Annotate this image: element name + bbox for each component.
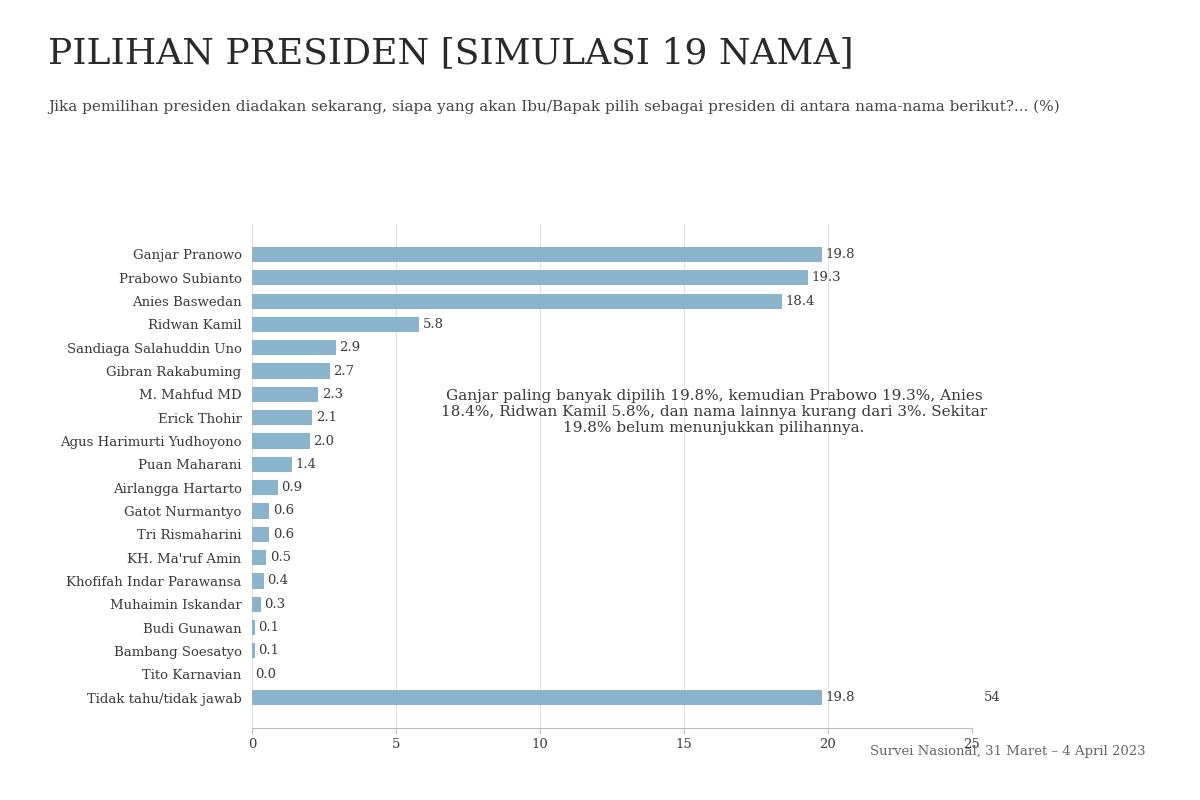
Text: 2.7: 2.7 <box>334 365 354 378</box>
Text: Ganjar paling banyak dipilih 19.8%, kemudian Prabowo 19.3%, Anies
18.4%, Ridwan : Ganjar paling banyak dipilih 19.8%, kemu… <box>440 389 988 435</box>
Text: 18.4: 18.4 <box>785 294 815 308</box>
Bar <box>252 457 293 472</box>
Bar <box>252 294 782 309</box>
Bar <box>252 340 336 355</box>
Text: Jika pemilihan presiden diadakan sekarang, siapa yang akan Ibu/Bapak pilih sebag: Jika pemilihan presiden diadakan sekaran… <box>48 100 1060 114</box>
Bar <box>252 363 330 378</box>
Text: 0.6: 0.6 <box>272 505 294 518</box>
Text: 5.8: 5.8 <box>422 318 444 331</box>
Text: Survei Nasional, 31 Maret – 4 April 2023: Survei Nasional, 31 Maret – 4 April 2023 <box>870 746 1146 758</box>
Bar <box>252 434 310 449</box>
Text: 0.9: 0.9 <box>281 481 302 494</box>
Text: 2.0: 2.0 <box>313 434 334 447</box>
Text: 0.1: 0.1 <box>258 621 280 634</box>
Bar <box>252 597 260 612</box>
Bar <box>252 270 808 286</box>
Bar <box>252 574 264 589</box>
Bar <box>252 526 269 542</box>
Text: 0.3: 0.3 <box>264 598 286 610</box>
Text: 54: 54 <box>984 691 1001 704</box>
Bar <box>252 247 822 262</box>
Text: 0.4: 0.4 <box>266 574 288 587</box>
Text: 2.1: 2.1 <box>316 411 337 424</box>
Bar <box>252 550 266 565</box>
Text: 2.3: 2.3 <box>322 388 343 401</box>
Text: 0.0: 0.0 <box>256 668 276 681</box>
Text: 19.8: 19.8 <box>826 248 856 261</box>
Bar <box>252 620 254 635</box>
Bar <box>252 317 419 332</box>
Text: 0.1: 0.1 <box>258 644 280 658</box>
Bar <box>252 480 278 495</box>
Text: PILIHAN PRESIDEN [SIMULASI 19 NAMA]: PILIHAN PRESIDEN [SIMULASI 19 NAMA] <box>48 36 853 70</box>
Bar <box>252 643 254 658</box>
Text: 19.3: 19.3 <box>811 271 841 284</box>
Text: 19.8: 19.8 <box>826 691 856 704</box>
Text: 1.4: 1.4 <box>295 458 317 471</box>
Text: 0.6: 0.6 <box>272 528 294 541</box>
Text: 0.5: 0.5 <box>270 551 290 564</box>
Text: 2.9: 2.9 <box>338 342 360 354</box>
Bar <box>252 690 822 705</box>
Bar <box>252 410 312 426</box>
Bar <box>252 503 269 518</box>
Bar <box>252 387 318 402</box>
